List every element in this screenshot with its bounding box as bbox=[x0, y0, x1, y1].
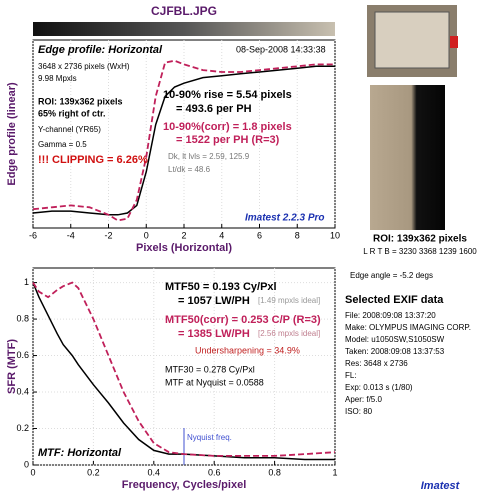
x-axis-label: Frequency, Cycles/pixel bbox=[122, 479, 247, 491]
logo: Imatest bbox=[421, 480, 461, 492]
x-tick-label: 0.8 bbox=[268, 467, 281, 477]
series-line bbox=[32, 281, 336, 457]
annotation: = 1057 LW/PH bbox=[178, 295, 250, 307]
exif-row: Taken: 2008:09:08 13:37:53 bbox=[345, 347, 445, 356]
y-tick-label: 0.8 bbox=[16, 313, 29, 323]
roi-image bbox=[370, 85, 445, 230]
annotation: Dk, lt lvls = 2.59, 125.9 bbox=[168, 152, 250, 161]
annotation: MTF: Horizontal bbox=[38, 447, 122, 459]
x-tick-label: 2 bbox=[181, 230, 186, 240]
y-tick-label: 0.2 bbox=[16, 423, 29, 433]
x-tick-label: 0.4 bbox=[148, 467, 161, 477]
annotation: MTF50(corr) = 0.253 C/P (R=3) bbox=[165, 314, 321, 326]
annotation: Y-channel (YR65) bbox=[38, 125, 101, 134]
series-line bbox=[32, 65, 335, 216]
exif-row: Aper: f/5.0 bbox=[345, 395, 382, 404]
page-title: CJFBL.JPG bbox=[151, 4, 217, 18]
nyquist-label: Nyquist freq. bbox=[187, 433, 232, 442]
roi-bounds: L R T B = 3230 3368 1239 1600 bbox=[363, 247, 477, 256]
exif-row: File: 2008:09:08 13:37:20 bbox=[345, 311, 436, 320]
chart-target bbox=[374, 11, 450, 69]
roi-marker bbox=[450, 36, 458, 48]
x-tick-label: -6 bbox=[29, 230, 37, 240]
y-axis-label: Edge profile (linear) bbox=[6, 82, 18, 186]
annotation: = 1522 per PH (R=3) bbox=[176, 134, 280, 146]
annotation: [2.56 mpxls ideal] bbox=[258, 329, 320, 338]
annotation: Edge profile: Horizontal bbox=[38, 44, 163, 56]
annotation: Gamma = 0.5 bbox=[38, 140, 87, 149]
x-tick-label: 0 bbox=[144, 230, 149, 240]
edge-angle: Edge angle = -5.2 degs bbox=[350, 271, 433, 280]
exif-row: FL: bbox=[345, 371, 357, 380]
x-tick-label: 4 bbox=[219, 230, 224, 240]
annotation: = 1385 LW/PH bbox=[178, 328, 250, 340]
y-tick-label: 1 bbox=[24, 277, 29, 287]
exif-row: Exp: 0.013 s (1/80) bbox=[345, 383, 413, 392]
annotation: 08-Sep-2008 14:33:38 bbox=[236, 44, 326, 54]
annotation: MTF30 = 0.278 Cy/Pxl bbox=[165, 364, 255, 374]
annotation: Imatest 2.2.3 Pro bbox=[245, 213, 324, 224]
annotation: Lt/dk = 48.6 bbox=[168, 165, 211, 174]
exif-row: Make: OLYMPUS IMAGING CORP. bbox=[345, 323, 471, 332]
roi-label: ROI: 139x362 pixels bbox=[373, 234, 467, 245]
exif-row: ISO: 80 bbox=[345, 407, 373, 416]
annotation: 3648 x 2736 pixels (WxH) bbox=[38, 62, 130, 71]
annotation: 10-90% rise = 5.54 pixels bbox=[163, 89, 292, 101]
x-tick-label: 0.6 bbox=[208, 467, 221, 477]
exif-row: Model: u1050SW,S1050SW bbox=[345, 335, 445, 344]
annotation: !!! CLIPPING = 6.26% bbox=[38, 154, 148, 166]
annotation: [1.49 mpxls ideal] bbox=[258, 296, 320, 305]
x-axis-label: Pixels (Horizontal) bbox=[136, 242, 232, 254]
annotation: 10-90%(corr) = 1.8 pixels bbox=[163, 121, 292, 133]
exif-row: Res: 3648 x 2736 bbox=[345, 359, 408, 368]
y-axis-label: SFR (MTF) bbox=[6, 339, 18, 394]
annotation: MTF50 = 0.193 Cy/Pxl bbox=[165, 281, 277, 293]
annotation: 9.98 Mpxls bbox=[38, 74, 77, 83]
x-tick-label: 6 bbox=[257, 230, 262, 240]
y-tick-label: 0.6 bbox=[16, 350, 29, 360]
annotation: MTF at Nyquist = 0.0588 bbox=[165, 377, 264, 387]
y-tick-label: 0 bbox=[24, 459, 29, 469]
series-line bbox=[32, 59, 335, 222]
annotation: 65% right of ctr. bbox=[38, 108, 106, 118]
x-tick-label: 10 bbox=[330, 230, 340, 240]
exif-title: Selected EXIF data bbox=[345, 294, 444, 306]
gradient-strip bbox=[33, 22, 335, 36]
series-line bbox=[32, 282, 335, 461]
x-tick-label: 8 bbox=[295, 230, 300, 240]
x-tick-label: 1 bbox=[332, 467, 337, 477]
annotation: ROI: 139x362 pixels bbox=[38, 96, 123, 106]
x-tick-label: 0 bbox=[30, 467, 35, 477]
y-tick-label: 0.4 bbox=[16, 386, 29, 396]
x-tick-label: -2 bbox=[104, 230, 112, 240]
annotation: = 493.6 per PH bbox=[176, 103, 252, 115]
x-tick-label: -4 bbox=[67, 230, 75, 240]
annotation: Undersharpening = 34.9% bbox=[195, 345, 300, 355]
x-tick-label: 0.2 bbox=[87, 467, 100, 477]
